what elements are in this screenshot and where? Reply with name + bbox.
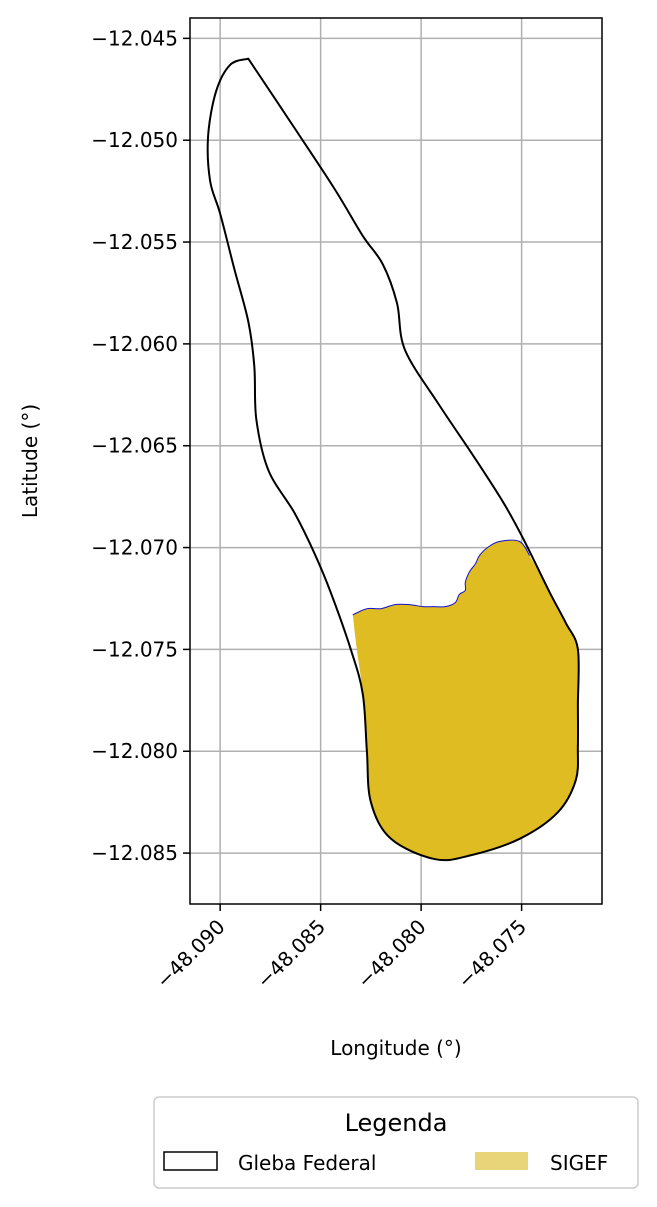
y-tick-label: −12.065 <box>91 434 178 458</box>
y-tick-label: −12.055 <box>91 230 178 254</box>
legend-label-sigef: SIGEF <box>550 1151 608 1175</box>
legend: Legenda Gleba Federal SIGEF <box>153 1096 639 1189</box>
y-tick-label: −12.060 <box>91 332 178 356</box>
y-tick-label: −12.070 <box>91 536 178 560</box>
gleba-federal-outline <box>206 57 580 862</box>
x-tick-label: −48.080 <box>352 915 430 993</box>
map-shapes <box>206 57 580 862</box>
y-tick-label: −12.050 <box>91 128 178 152</box>
y-tick-label: −12.075 <box>91 637 178 661</box>
x-tick-label: −48.085 <box>252 915 330 993</box>
y-tick-label: −12.045 <box>91 26 178 50</box>
sigef-area <box>352 540 579 861</box>
y-axis-label: Latitude (°) <box>18 404 42 518</box>
y-tick-label: −12.080 <box>91 739 178 763</box>
legend-label-gleba: Gleba Federal <box>238 1151 376 1175</box>
x-axis-label: Longitude (°) <box>330 1036 461 1060</box>
x-tick-label: −48.090 <box>151 915 229 993</box>
legend-title: Legenda <box>345 1109 448 1137</box>
legend-swatch-sigef <box>475 1152 528 1170</box>
plot-area-frame <box>189 17 603 905</box>
y-tick-label: −12.085 <box>91 841 178 865</box>
x-tick-label: −48.075 <box>453 915 531 993</box>
legend-swatch-gleba <box>163 1151 218 1171</box>
sigef-boundary-edge <box>352 539 531 616</box>
